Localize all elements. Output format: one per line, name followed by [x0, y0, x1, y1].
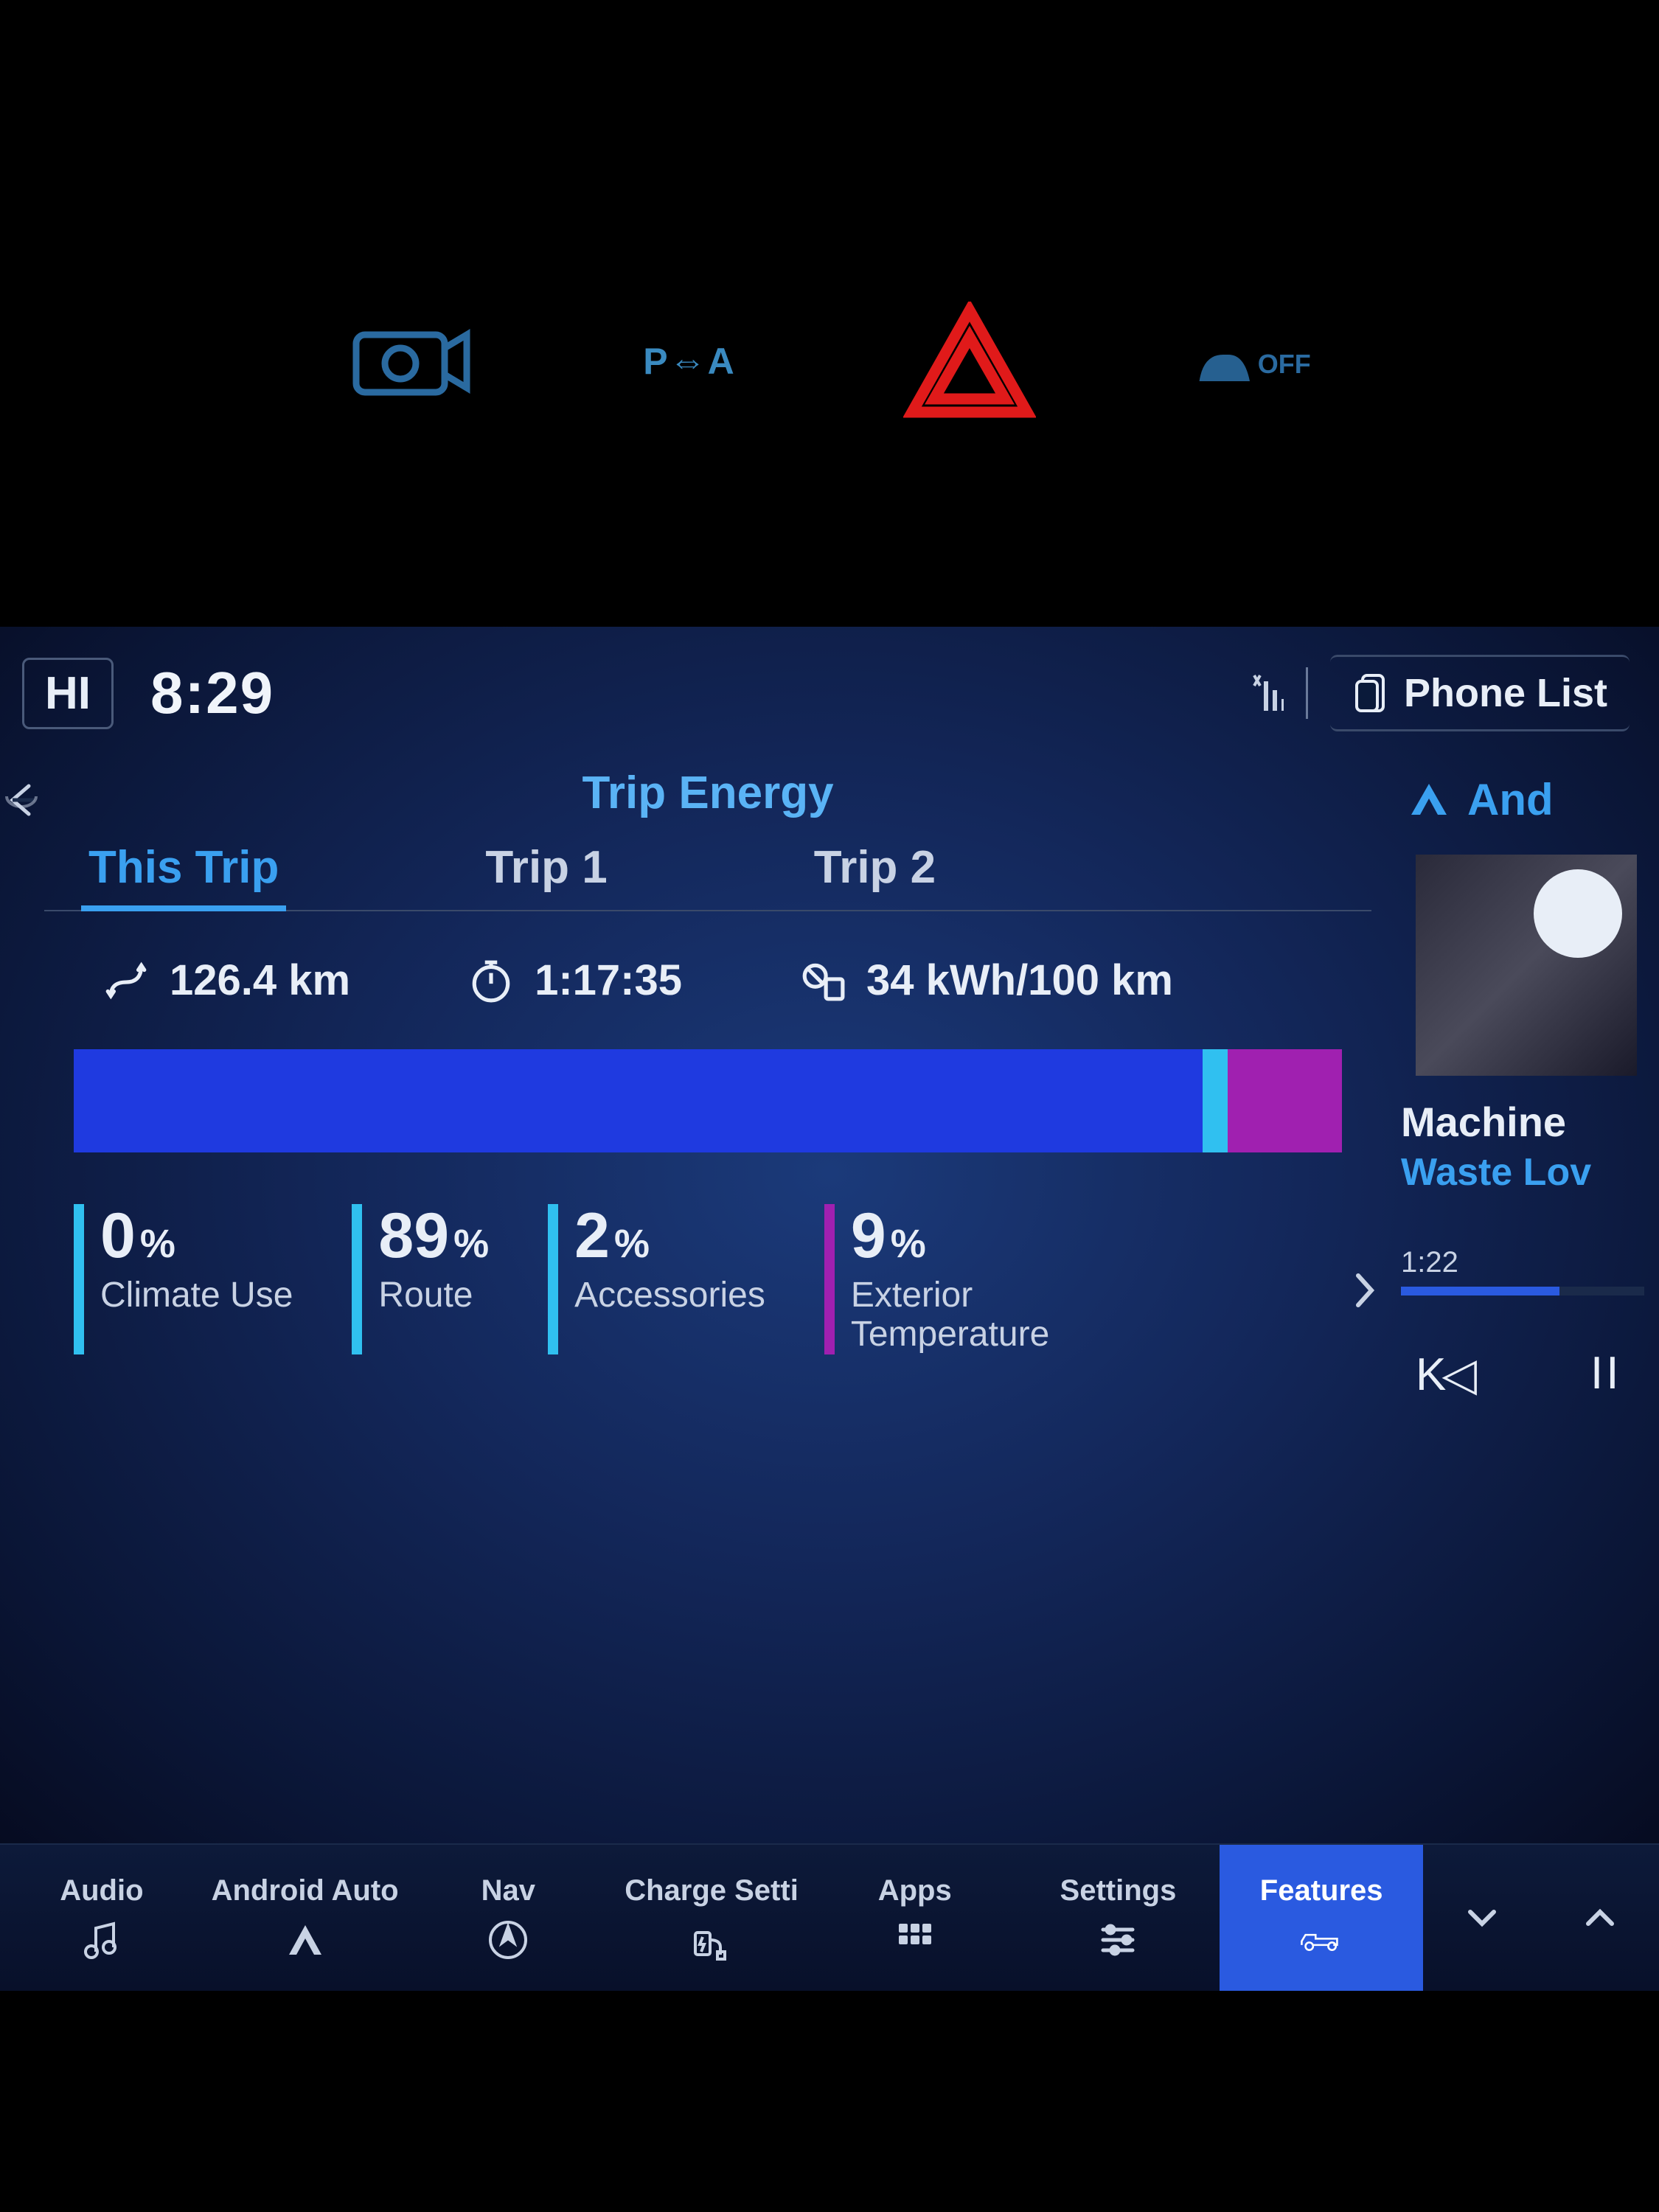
- climate-temp-button[interactable]: HI: [22, 658, 114, 729]
- traction-off-button[interactable]: OFF: [1183, 317, 1316, 406]
- song-artist: Waste Lov: [1401, 1150, 1659, 1194]
- camera-button[interactable]: [343, 317, 476, 406]
- tab-trip-2[interactable]: Trip 2: [814, 841, 936, 910]
- stat-duration: 1:17:35: [468, 956, 682, 1005]
- next-page-icon[interactable]: [1349, 1268, 1379, 1312]
- nav-scroll-up[interactable]: [1541, 1845, 1659, 1991]
- efficiency-icon: [800, 958, 846, 1004]
- compass-icon: [486, 1918, 530, 1962]
- phone-list-button[interactable]: Phone List: [1330, 655, 1630, 731]
- nav-settings[interactable]: Settings: [1017, 1845, 1220, 1991]
- android-auto-icon: [283, 1918, 327, 1962]
- prev-track-button[interactable]: K◁: [1416, 1347, 1472, 1401]
- divider: [1306, 667, 1308, 719]
- energy-seg-ext: [1228, 1049, 1342, 1152]
- nav-features[interactable]: Features: [1220, 1845, 1423, 1991]
- nav-audio[interactable]: Audio: [0, 1845, 204, 1991]
- nav-android-auto[interactable]: Android Auto: [204, 1845, 407, 1991]
- play-pause-button[interactable]: II: [1590, 1347, 1621, 1401]
- route-icon: [103, 958, 149, 1004]
- nav-charge-settings[interactable]: Charge Setti: [610, 1845, 813, 1991]
- tab-this-trip[interactable]: This Trip: [88, 841, 279, 910]
- sliders-icon: [1096, 1918, 1140, 1962]
- stopwatch-icon: [468, 958, 514, 1004]
- section-title: Trip Energy: [44, 759, 1371, 841]
- music-icon: [80, 1918, 124, 1962]
- trip-tabs: This Trip Trip 1 Trip 2: [44, 841, 1371, 911]
- physical-dash-buttons: P⇔A OFF: [0, 280, 1659, 442]
- breakdown-climate: 0% Climate Use: [74, 1204, 293, 1354]
- breakdown-accessories: 2% Accessories: [548, 1204, 765, 1354]
- nav-navigation[interactable]: Nav: [406, 1845, 610, 1991]
- status-bar: HI 8:29 Phone List: [0, 627, 1659, 759]
- infotainment-screen: HI 8:29 Phone List: [0, 627, 1659, 1991]
- breakdown-route: 89% Route: [352, 1204, 489, 1354]
- park-assist-button[interactable]: P⇔A: [623, 317, 756, 406]
- apps-grid-icon: [893, 1918, 937, 1962]
- song-title: Machine: [1401, 1098, 1659, 1146]
- truck-icon: [1299, 1918, 1343, 1962]
- nav-scroll-down[interactable]: [1423, 1845, 1541, 1991]
- energy-seg-acc: [1203, 1049, 1228, 1152]
- trip-stats-row: 126.4 km 1:17:35: [44, 911, 1371, 1042]
- charger-icon: [689, 1918, 734, 1962]
- energy-bar: [74, 1049, 1342, 1152]
- media-side-panel: And Machine Waste Lov 1:22 K◁ II: [1386, 759, 1659, 1843]
- stat-distance: 126.4 km: [103, 956, 350, 1005]
- bottom-nav: Audio Android Auto Nav Charge Setti: [0, 1843, 1659, 1991]
- breakdown-exterior-temp: 9% ExteriorTemperature: [824, 1204, 1049, 1354]
- energy-breakdown: 0% Climate Use 89% Route: [44, 1152, 1371, 1354]
- album-art[interactable]: [1416, 855, 1637, 1076]
- energy-seg-route: [74, 1049, 1203, 1152]
- clock: 8:29: [150, 659, 274, 727]
- android-auto-icon: [1408, 779, 1450, 821]
- stat-efficiency: 34 kWh/100 km: [800, 956, 1173, 1005]
- signal-icon: [1239, 671, 1284, 715]
- trip-energy-panel: Trip Energy This Trip Trip 1 Trip 2 126.…: [44, 759, 1386, 1843]
- song-elapsed: 1:22: [1401, 1246, 1659, 1279]
- svg-text:OFF: OFF: [1258, 349, 1311, 379]
- back-icon[interactable]: [4, 782, 41, 818]
- tab-trip-1[interactable]: Trip 1: [485, 841, 607, 910]
- android-auto-header[interactable]: And: [1386, 759, 1659, 855]
- song-progress-bar[interactable]: [1401, 1287, 1644, 1295]
- phone-icon: [1352, 671, 1389, 715]
- nav-apps[interactable]: Apps: [813, 1845, 1017, 1991]
- phone-list-label: Phone List: [1404, 670, 1607, 716]
- hazard-button[interactable]: [903, 317, 1036, 406]
